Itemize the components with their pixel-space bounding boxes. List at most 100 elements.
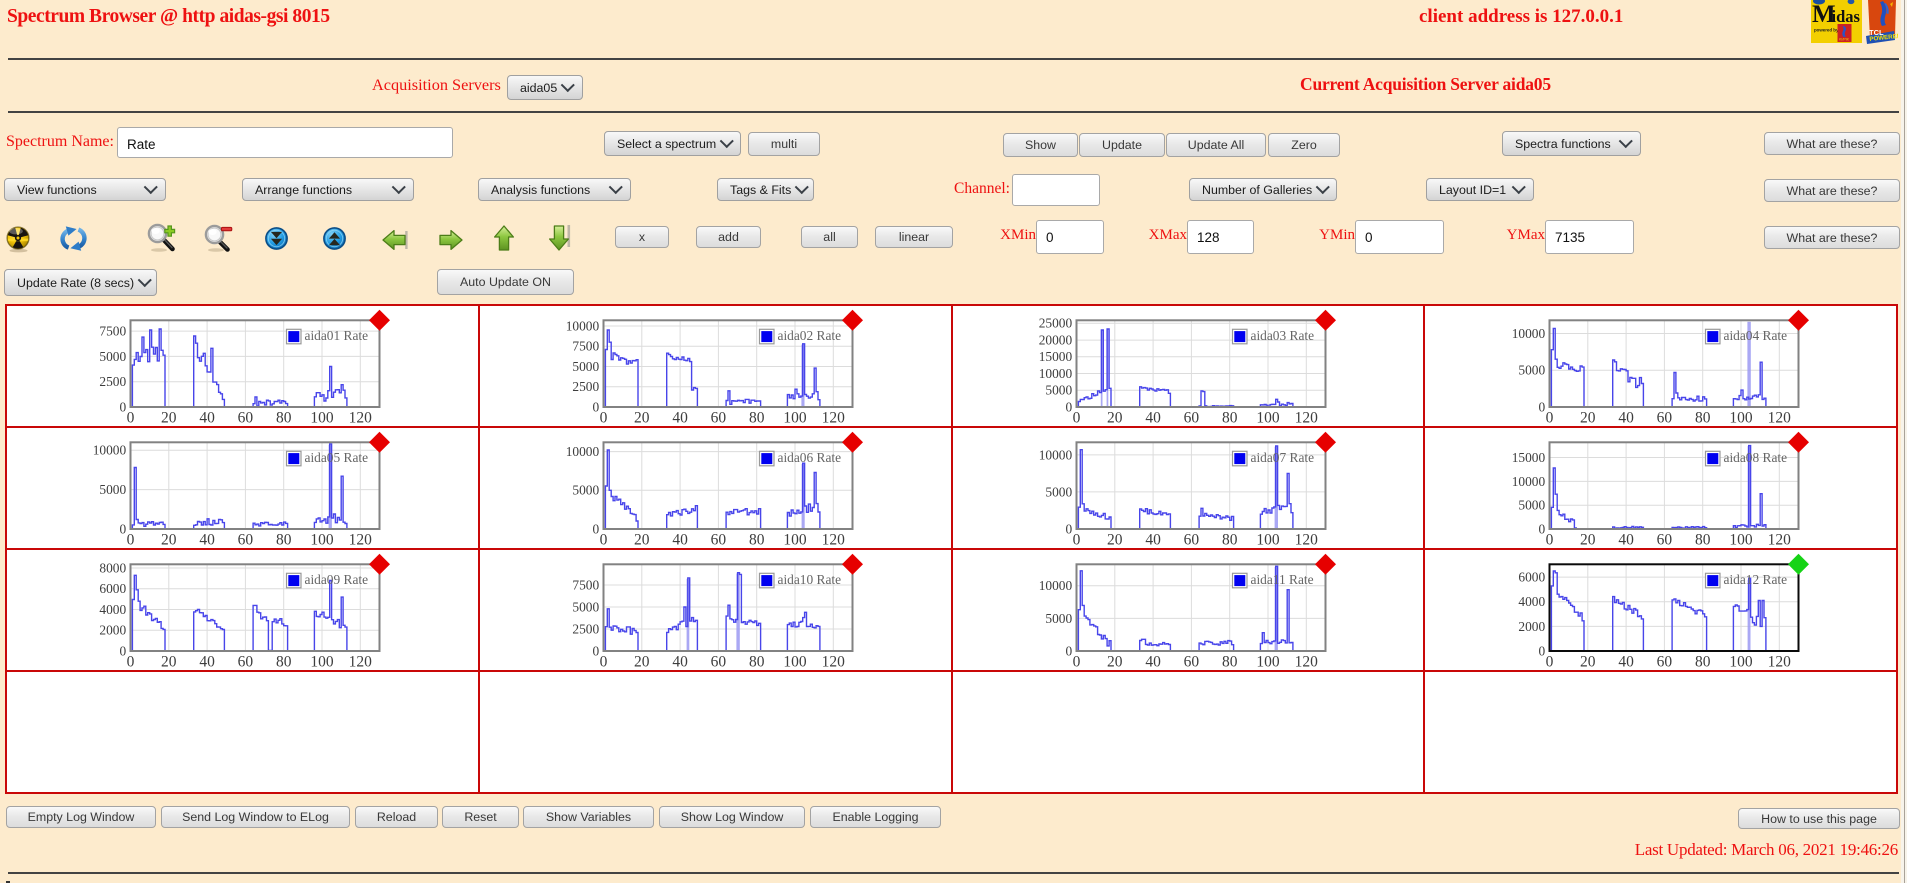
svg-text:60: 60: [1656, 410, 1672, 426]
svg-text:0: 0: [127, 532, 135, 548]
svg-text:4000: 4000: [100, 602, 127, 617]
svg-text:5000: 5000: [573, 599, 600, 614]
svg-text:0: 0: [127, 410, 135, 426]
svg-text:80: 80: [1222, 532, 1238, 548]
svg-text:20: 20: [1580, 410, 1596, 426]
svg-text:5000: 5000: [1518, 498, 1545, 513]
svg-text:60: 60: [238, 654, 254, 670]
svg-text:0: 0: [1073, 410, 1081, 426]
svg-text:120: 120: [822, 410, 846, 426]
svg-text:40: 40: [200, 410, 216, 426]
svg-text:aida12 Rate: aida12 Rate: [1723, 572, 1787, 587]
svg-text:40: 40: [1145, 654, 1161, 670]
svg-text:20: 20: [634, 532, 650, 548]
svg-text:10000: 10000: [1039, 447, 1073, 462]
svg-text:40: 40: [1145, 532, 1161, 548]
svg-text:100: 100: [1256, 654, 1280, 670]
svg-text:100: 100: [784, 410, 808, 426]
svg-text:5000: 5000: [573, 359, 600, 374]
svg-text:10000: 10000: [566, 444, 600, 459]
svg-text:0: 0: [600, 654, 608, 670]
svg-text:2000: 2000: [1518, 619, 1545, 634]
svg-text:0: 0: [1545, 654, 1553, 670]
svg-text:80: 80: [1222, 410, 1238, 426]
svg-text:80: 80: [276, 532, 292, 548]
svg-text:120: 120: [1767, 654, 1791, 670]
svg-text:60: 60: [238, 532, 254, 548]
svg-text:80: 80: [276, 654, 292, 670]
svg-text:40: 40: [1618, 410, 1634, 426]
svg-text:aida05 Rate: aida05 Rate: [305, 450, 369, 465]
svg-text:120: 120: [822, 654, 846, 670]
svg-text:aida06 Rate: aida06 Rate: [778, 450, 842, 465]
svg-text:15000: 15000: [1039, 349, 1073, 364]
svg-text:60: 60: [1184, 532, 1200, 548]
svg-text:100: 100: [1729, 410, 1753, 426]
svg-text:aida04 Rate: aida04 Rate: [1723, 328, 1787, 343]
svg-text:8000: 8000: [100, 560, 127, 575]
svg-text:80: 80: [749, 654, 765, 670]
svg-text:5000: 5000: [1518, 363, 1545, 378]
svg-text:0: 0: [127, 654, 135, 670]
svg-text:powered by: powered by: [1814, 28, 1839, 33]
svg-text:15000: 15000: [1511, 450, 1545, 465]
svg-text:60: 60: [1656, 532, 1672, 548]
svg-text:80: 80: [749, 532, 765, 548]
svg-text:120: 120: [349, 532, 373, 548]
svg-text:aida08 Rate: aida08 Rate: [1723, 450, 1787, 465]
svg-text:5000: 5000: [100, 482, 127, 497]
svg-text:120: 120: [349, 654, 373, 670]
svg-text:5000: 5000: [1045, 383, 1072, 398]
svg-text:80: 80: [1222, 654, 1238, 670]
svg-text:40: 40: [1618, 654, 1634, 670]
svg-text:80: 80: [1695, 410, 1711, 426]
svg-text:aida09 Rate: aida09 Rate: [305, 572, 369, 587]
svg-text:100: 100: [1729, 532, 1753, 548]
svg-text:100: 100: [311, 654, 335, 670]
svg-text:10000: 10000: [566, 318, 600, 333]
svg-text:20: 20: [161, 410, 177, 426]
svg-text:0: 0: [120, 521, 127, 536]
svg-text:0: 0: [1538, 643, 1545, 658]
svg-text:40: 40: [200, 654, 216, 670]
svg-text:POWERED: POWERED: [1869, 33, 1898, 43]
svg-text:0: 0: [1538, 521, 1545, 536]
svg-text:10000: 10000: [1039, 578, 1073, 593]
svg-text:10000: 10000: [1039, 366, 1073, 381]
svg-text:10000: 10000: [1511, 326, 1545, 341]
svg-text:40: 40: [1618, 532, 1634, 548]
svg-text:10000: 10000: [1511, 474, 1545, 489]
svg-text:20: 20: [1580, 654, 1596, 670]
svg-text:2000: 2000: [100, 623, 127, 638]
svg-text:100: 100: [1256, 410, 1280, 426]
svg-text:6000: 6000: [100, 581, 127, 596]
svg-text:0: 0: [1065, 521, 1072, 536]
svg-text:0: 0: [120, 399, 127, 414]
svg-text:20: 20: [1107, 654, 1123, 670]
svg-text:80: 80: [1695, 654, 1711, 670]
svg-text:60: 60: [238, 410, 254, 426]
svg-text:7500: 7500: [100, 324, 127, 339]
svg-text:0: 0: [1545, 532, 1553, 548]
svg-text:KI/PiK: KI/PiK: [1839, 38, 1850, 42]
svg-text:0: 0: [1073, 654, 1081, 670]
svg-text:60: 60: [1184, 410, 1200, 426]
svg-text:120: 120: [349, 410, 373, 426]
svg-text:0: 0: [600, 532, 608, 548]
svg-text:TCL: TCL: [1869, 28, 1884, 37]
svg-text:80: 80: [276, 410, 292, 426]
svg-text:0: 0: [593, 643, 600, 658]
svg-text:40: 40: [672, 532, 688, 548]
svg-text:5000: 5000: [100, 349, 127, 364]
svg-text:120: 120: [1767, 410, 1791, 426]
svg-text:5000: 5000: [573, 483, 600, 498]
svg-text:100: 100: [1256, 532, 1280, 548]
svg-text:20: 20: [1107, 410, 1123, 426]
svg-text:120: 120: [1767, 532, 1791, 548]
svg-text:5000: 5000: [1045, 611, 1072, 626]
svg-text:20: 20: [161, 532, 177, 548]
svg-text:120: 120: [822, 532, 846, 548]
svg-text:60: 60: [711, 654, 727, 670]
svg-text:aida01 Rate: aida01 Rate: [305, 328, 369, 343]
svg-text:10000: 10000: [93, 443, 127, 458]
